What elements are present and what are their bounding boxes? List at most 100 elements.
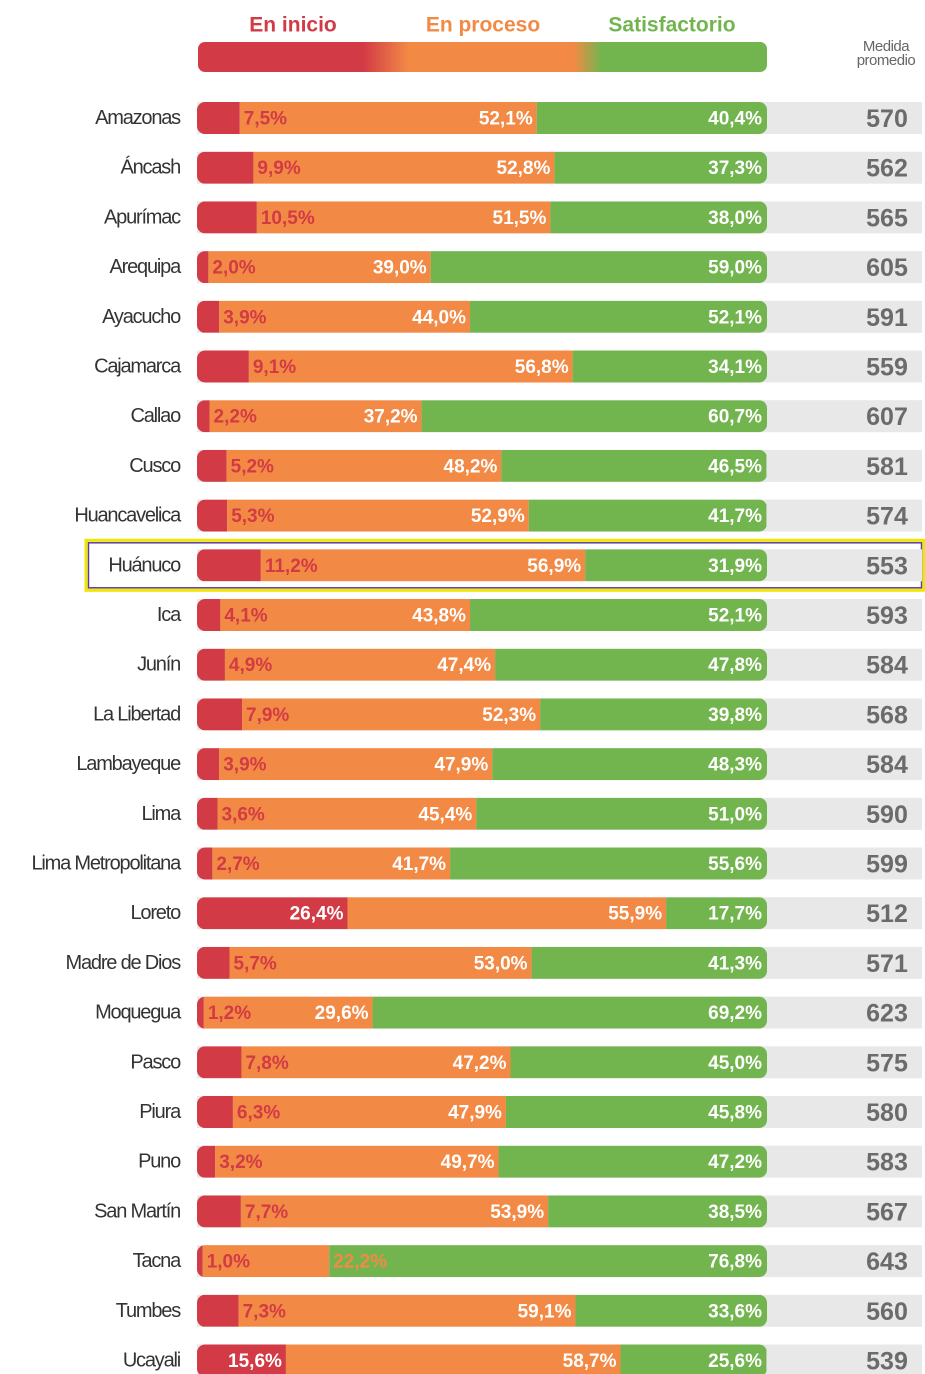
- row-bars: [197, 1195, 767, 1228]
- bar-segment: [550, 201, 767, 234]
- legend-label: En inicio: [249, 14, 337, 37]
- bar-segment: [285, 1344, 621, 1374]
- bar-segment: [240, 1195, 549, 1228]
- value-label: 49,7%: [441, 1152, 495, 1173]
- bar-segment: [347, 897, 667, 930]
- row-bars: [197, 102, 767, 134]
- average-value: 574: [866, 503, 908, 531]
- bar-segment: [540, 698, 767, 731]
- average-value: 605: [866, 254, 908, 282]
- bar-segment: [498, 1145, 767, 1178]
- value-label: 3,6%: [222, 804, 265, 825]
- value-label: 7,5%: [244, 109, 287, 130]
- bar-segment: [256, 201, 551, 234]
- average-value: 553: [866, 552, 908, 580]
- value-label: 76,8%: [708, 1252, 762, 1273]
- bar-segment: [260, 549, 586, 582]
- average-value: 593: [866, 602, 908, 630]
- value-label: 5,7%: [233, 953, 276, 974]
- category-label: Madre de Dios: [66, 952, 182, 974]
- value-label: 51,5%: [493, 208, 547, 229]
- value-label: 4,9%: [229, 655, 272, 676]
- bar-segment: [197, 996, 204, 1029]
- row-bars: [197, 1145, 767, 1178]
- bar-segment: [329, 1245, 767, 1278]
- row-bars: [197, 201, 767, 234]
- average-value: 580: [866, 1099, 908, 1127]
- bar-segment: [666, 897, 767, 930]
- bar-segment: [202, 1245, 330, 1278]
- value-label: 7,7%: [245, 1202, 288, 1223]
- value-label: 3,9%: [223, 755, 266, 776]
- bar-segment: [197, 599, 221, 631]
- value-label: 55,6%: [708, 854, 762, 875]
- value-label: 45,8%: [708, 1103, 762, 1124]
- category-label: Amazonas: [95, 107, 181, 129]
- bar-segment: [501, 449, 767, 482]
- value-label: 9,9%: [257, 158, 300, 179]
- legend-label: Satisfactorio: [608, 14, 735, 37]
- category-label: Áncash: [120, 156, 180, 179]
- value-label: 52,1%: [708, 307, 762, 328]
- category-label: Huánuco: [108, 554, 181, 576]
- value-label: 7,8%: [245, 1053, 288, 1074]
- value-label: 47,2%: [453, 1053, 507, 1074]
- category-label: Ucayali: [123, 1350, 181, 1372]
- value-label: 58,7%: [563, 1351, 617, 1372]
- value-label: 47,9%: [434, 755, 488, 776]
- row-bars: [197, 897, 767, 930]
- bar-segment: [572, 350, 767, 383]
- category-label: Puno: [138, 1151, 181, 1173]
- bar-segment: [197, 1245, 203, 1278]
- value-label: 29,6%: [315, 1003, 369, 1024]
- average-value: 584: [866, 751, 908, 779]
- value-label: 22,2%: [333, 1252, 387, 1273]
- category-label: Lima: [141, 803, 182, 825]
- value-label: 41,7%: [392, 854, 446, 875]
- average-value: 584: [866, 652, 908, 680]
- bar-segment: [197, 499, 228, 532]
- bar-segment: [430, 251, 767, 284]
- value-label: 5,2%: [231, 456, 274, 477]
- bar-segment: [226, 449, 502, 482]
- value-label: 41,3%: [708, 953, 762, 974]
- bar-segment: [241, 1046, 511, 1079]
- bar-segment: [197, 748, 220, 781]
- bar-segment: [197, 1046, 242, 1079]
- row-bars: [197, 1294, 767, 1327]
- value-label: 4,1%: [224, 606, 267, 627]
- bar-segment: [197, 549, 261, 582]
- value-label: 2,2%: [214, 407, 257, 428]
- row-bars: [197, 151, 767, 184]
- bar-segment: [219, 748, 493, 781]
- value-label: 3,9%: [223, 307, 266, 328]
- value-label: 6,3%: [237, 1103, 280, 1124]
- bar-segment: [238, 1294, 576, 1327]
- category-label: Huancavelica: [74, 505, 182, 527]
- average-value: 643: [866, 1248, 908, 1276]
- value-label: 37,3%: [708, 158, 762, 179]
- average-value: 607: [866, 403, 908, 431]
- value-label: 59,0%: [708, 258, 762, 279]
- category-label: Cusco: [129, 455, 181, 477]
- bar-segment: [536, 102, 767, 134]
- bar-segment: [203, 996, 373, 1029]
- row-bars: [197, 1096, 767, 1128]
- average-value: 560: [866, 1298, 908, 1326]
- bar-segment: [239, 102, 537, 134]
- bar-segment: [197, 1294, 239, 1327]
- row-bars: [197, 797, 767, 830]
- bar-segment: [470, 300, 767, 333]
- value-label: 33,6%: [708, 1301, 762, 1322]
- bar-segment: [197, 897, 348, 930]
- value-label: 44,0%: [412, 307, 466, 328]
- category-label: Lima Metropolitana: [32, 853, 183, 875]
- bar-segment: [227, 499, 529, 532]
- bar-segment: [197, 400, 210, 433]
- value-label: 2,7%: [216, 854, 259, 875]
- value-label: 1,2%: [208, 1003, 251, 1024]
- bar-segment: [470, 599, 767, 631]
- bar-segment: [554, 151, 767, 184]
